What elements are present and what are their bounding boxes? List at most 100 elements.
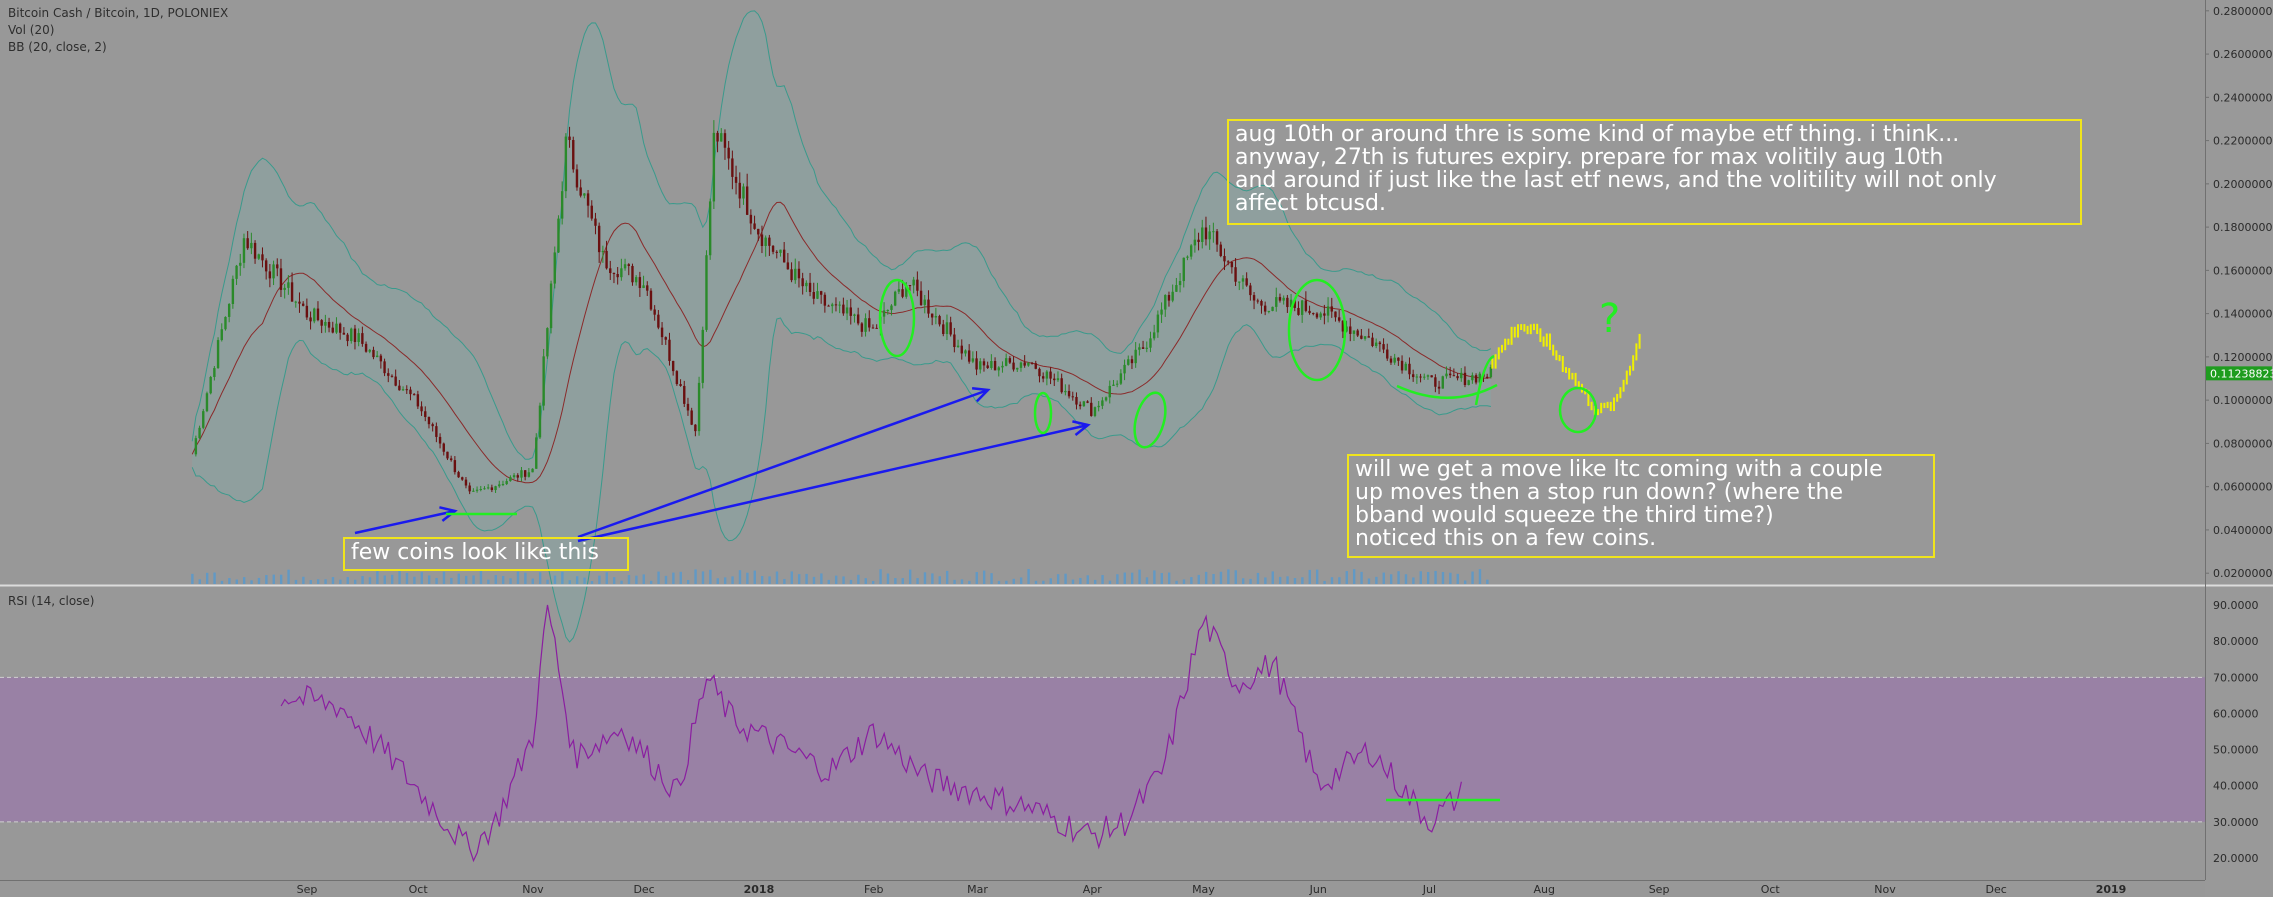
candle-body [586, 193, 590, 206]
candle-body [1441, 376, 1444, 389]
candle-body [209, 376, 212, 394]
candle-body [1415, 376, 1419, 378]
candle-body [427, 417, 431, 425]
candle-body [930, 313, 934, 318]
time-tick-label: Nov [522, 883, 544, 896]
candle-body [697, 382, 701, 432]
few-coins-note: few coins look like this [343, 537, 629, 571]
volume-bar [871, 580, 875, 584]
volume-bar [1249, 578, 1252, 584]
candle-body [794, 268, 797, 281]
candle-body [1360, 335, 1363, 339]
projection-candle [1513, 326, 1516, 338]
volume-bar [790, 571, 793, 584]
candle-body [516, 475, 519, 478]
price-tick-label: 0.16000000 [2213, 264, 2273, 277]
ltc-move-note: will we get a move like ltc coming with … [1347, 454, 1935, 558]
volume-bar [220, 580, 224, 584]
candle-body [609, 268, 612, 274]
volume-bar [649, 580, 653, 584]
volume-bar [546, 579, 549, 584]
candle-body [1460, 372, 1463, 379]
candle-body [649, 290, 653, 310]
candle-body [712, 132, 716, 202]
candle-body [1323, 313, 1326, 316]
candle-body [868, 318, 871, 328]
projection-candle [1638, 333, 1641, 349]
price-tick-label: 0.14000000 [2213, 308, 2273, 321]
candle-body [379, 355, 383, 362]
candle-body [320, 320, 323, 326]
volume-bar [1330, 577, 1334, 584]
candle-body [886, 309, 889, 311]
candle-body [1038, 368, 1041, 377]
candle-body [1167, 295, 1171, 301]
candle-body [205, 393, 209, 412]
candle-body [505, 481, 508, 485]
candle-body [568, 136, 571, 141]
candle-body [831, 304, 834, 307]
candle-body [882, 310, 886, 317]
candle-body [1123, 364, 1126, 374]
candle-body [1097, 405, 1100, 408]
rsi-tick-label: 50.0000 [2213, 744, 2259, 757]
volume-bar [901, 578, 904, 584]
candle-body [1300, 300, 1304, 315]
candle-body [486, 487, 490, 489]
volume-bar [1271, 571, 1274, 584]
volume-bar [1182, 579, 1186, 584]
candle-body [1389, 358, 1393, 363]
volume-bar [738, 570, 742, 584]
candle-body [838, 304, 841, 306]
rsi-pane [0, 604, 2205, 863]
volume-bar [1345, 571, 1348, 584]
rsi-line [280, 604, 1462, 863]
blue-arrow-head [439, 506, 458, 522]
candle-body [290, 282, 294, 302]
candle-body [620, 268, 623, 278]
volume-bar [945, 570, 949, 584]
candle-body [760, 234, 764, 247]
candle-body [264, 260, 268, 272]
candle-body [1078, 404, 1082, 407]
candle-body [590, 205, 593, 219]
candle-body [805, 282, 808, 287]
candle-body [742, 186, 745, 199]
candle-body [1445, 373, 1448, 377]
candle-body [424, 411, 427, 418]
time-tick-label: Jul [1422, 883, 1436, 896]
candle-body [220, 329, 223, 341]
volume-bar [279, 574, 283, 584]
volume-bar [1005, 580, 1008, 584]
candle-body [564, 136, 568, 192]
candle-body [405, 389, 408, 391]
projection-candle [1552, 344, 1555, 356]
volume-bar [672, 572, 675, 584]
candle-body [512, 475, 516, 478]
projection-candle [1625, 370, 1628, 385]
candle-body [1023, 362, 1026, 366]
volume-bar [1478, 569, 1482, 584]
candle-body [745, 186, 749, 215]
candle-body [993, 361, 997, 371]
candle-body [982, 361, 986, 366]
candle-body [1382, 344, 1385, 350]
projection-candle [1516, 324, 1519, 338]
price-tick-label: 0.22000000 [2213, 135, 2273, 148]
candle-body [1016, 367, 1019, 370]
projection-candle [1520, 324, 1523, 330]
volume-bar [894, 578, 897, 584]
candle-body [675, 371, 679, 385]
candle-body [923, 299, 926, 305]
volume-bar [242, 577, 246, 584]
candle-body [1426, 375, 1430, 377]
candle-body [1334, 311, 1337, 318]
green-arc-mark [1396, 383, 1498, 399]
candle-body [1489, 367, 1493, 378]
volume-bar [768, 576, 771, 584]
candle-body [538, 405, 542, 438]
time-tick-label: Feb [864, 883, 883, 896]
volume-bar [679, 571, 682, 584]
time-tick-label: 2018 [744, 883, 775, 896]
